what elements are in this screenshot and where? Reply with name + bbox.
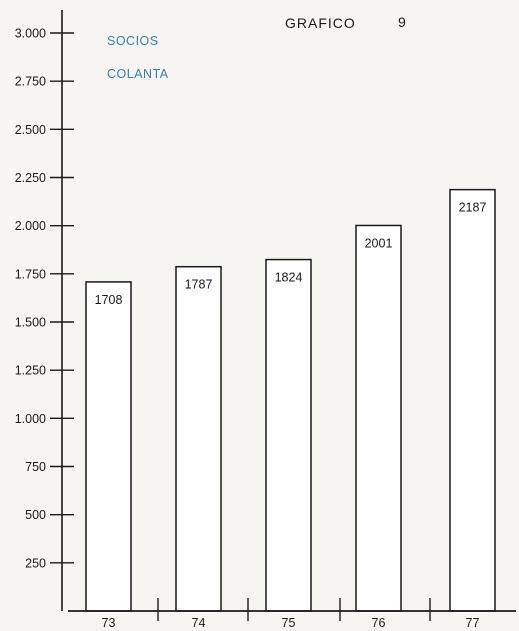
data-label-74: 1787 [185,278,213,292]
x-tick-label: 75 [282,616,296,630]
bar-73 [85,281,132,612]
y-tick-label: 2.750 [15,75,46,89]
data-label-75: 1824 [275,271,303,285]
y-tick-label: 1.250 [15,364,46,378]
y-tick-label: 500 [25,508,46,522]
x-tick-label: 77 [466,616,480,630]
y-tick-label: 2.500 [15,123,46,137]
chart-title: GRAFICO [285,15,356,31]
x-tick-label: 74 [192,616,206,630]
y-tick-label: 1.000 [15,412,46,426]
y-tick-label: 3.000 [15,27,46,41]
bars: 1708 1787 1824 2001 2187 [85,188,496,612]
x-axis: 73 74 75 76 77 [68,598,516,630]
y-tick-label: 1.500 [15,316,46,330]
y-tick-label: 1.750 [15,267,46,281]
data-label-76: 2001 [365,236,393,250]
legend-colanta: COLANTA [107,67,169,81]
bar-74 [175,265,222,612]
legend-socios: SOCIOS [107,34,159,48]
y-tick-label: 2.250 [15,171,46,185]
x-tick-label: 76 [372,616,386,630]
y-tick-label: 250 [25,556,46,570]
y-tick-label: 2.000 [15,219,46,233]
bar-77 [449,188,496,612]
y-axis: 250 500 750 1.000 1.250 1.500 1.750 2.000 2.250 2… [15,10,74,611]
y-tick-label: 750 [25,460,46,474]
bar-76 [355,224,402,612]
data-label-73: 1708 [95,293,123,307]
x-tick-label: 73 [102,616,116,630]
data-label-77: 2187 [459,201,487,215]
figure-number: 9 [398,14,407,30]
bar-75 [265,258,312,612]
